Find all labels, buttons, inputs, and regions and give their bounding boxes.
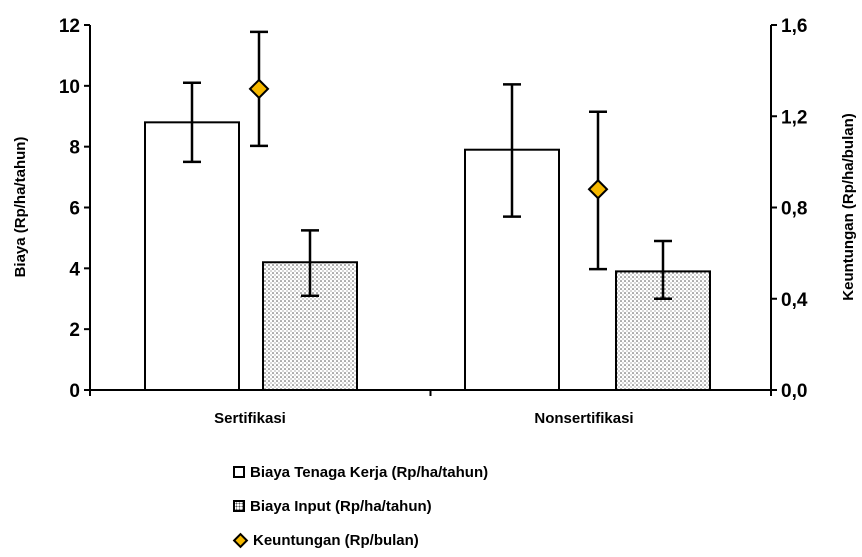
right-tick-label-2: 0,8 xyxy=(781,199,807,220)
left-tick-label-3: 6 xyxy=(69,199,80,220)
bar-labor-0 xyxy=(144,121,240,391)
profit-point-1 xyxy=(587,178,609,200)
legend-label-profit: Keuntungan (Rp/bulan) xyxy=(253,531,419,549)
left-tick-label-2: 4 xyxy=(69,259,80,280)
right-tick-label-1: 0,4 xyxy=(781,290,808,311)
left-tick-label-5: 10 xyxy=(59,77,80,98)
diamond-icon xyxy=(232,532,249,548)
right-axis-label: Keuntungan (Rp/ha/bulan) xyxy=(840,113,857,300)
right-tick-label-0: 0,0 xyxy=(781,381,807,402)
dotted-box-icon xyxy=(233,500,245,512)
plot-area: 0 2 4 6 8 10 12 0,0 0,4 0,8 1,2 1,6 xyxy=(59,16,808,402)
white-box-icon xyxy=(233,466,245,478)
legend: Biaya Tenaga Kerja (Rp/ha/tahun) Biaya I… xyxy=(232,455,488,557)
category-label-sertifikasi: Sertifikasi xyxy=(214,410,286,427)
left-tick-label-6: 12 xyxy=(59,16,80,37)
right-tick-label-3: 1,2 xyxy=(781,107,807,128)
left-tick-label-1: 2 xyxy=(69,320,80,341)
left-tick-label-4: 8 xyxy=(69,138,80,159)
right-tick-label-4: 1,6 xyxy=(781,16,807,37)
legend-item-input-cost: Biaya Input (Rp/ha/tahun) xyxy=(233,489,488,523)
profit-point-0 xyxy=(248,78,270,100)
left-axis-label: Biaya (Rp/ha/tahun) xyxy=(12,137,29,278)
category-label-nonsertifikasi: Nonsertifikasi xyxy=(534,410,633,427)
legend-item-labor-cost: Biaya Tenaga Kerja (Rp/ha/tahun) xyxy=(233,455,488,489)
legend-item-profit: Keuntungan (Rp/bulan) xyxy=(232,523,488,557)
left-tick-label-0: 0 xyxy=(69,381,80,402)
legend-label-labor-cost: Biaya Tenaga Kerja (Rp/ha/tahun) xyxy=(250,463,489,481)
legend-label-input-cost: Biaya Input (Rp/ha/tahun) xyxy=(250,497,432,515)
